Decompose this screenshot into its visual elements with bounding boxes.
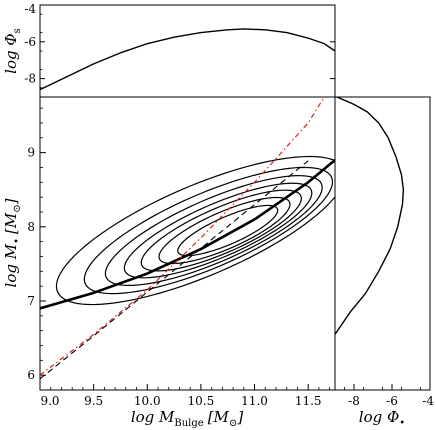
main-ytick-label: 8 [27, 220, 35, 234]
main-ytick-label: 6 [27, 368, 35, 382]
main-xtick-label: 11.0 [241, 394, 268, 408]
main-xtick-label: 10.0 [134, 394, 161, 408]
right-xlabel: log Φ• [359, 408, 405, 429]
main-panel-plot [40, 97, 335, 380]
right-xtick-label: -6 [386, 394, 398, 408]
contour-6 [55, 155, 335, 306]
top-panel-frame [39, 4, 336, 98]
contour-4 [104, 175, 323, 286]
contour-3 [123, 182, 313, 279]
main-ylabel: log M•[M⊙] [2, 198, 23, 287]
right-xtick-label: -4 [422, 394, 434, 408]
top-panel-ticks: -4 -6 -8 [24, 2, 335, 89]
main-xtick-label: 11.5 [295, 394, 322, 408]
top-marginal-curve-0 [40, 28, 335, 91]
top-ytick-label: -4 [24, 2, 36, 16]
contour-0 [177, 204, 279, 257]
right-xtick-label: -8 [348, 394, 360, 408]
top-ylabel: log Φs [2, 28, 23, 74]
main-panel-frame [39, 96, 336, 391]
main-xtick-label: 9.5 [84, 394, 103, 408]
top-ytick-label: -6 [24, 35, 36, 49]
main-ytick-label: 7 [27, 294, 35, 308]
main-xlabel: log MBulge [M⊙] [131, 408, 243, 429]
contour-5 [83, 166, 334, 295]
contour-2 [140, 189, 302, 272]
main-line-solid-thick [40, 159, 335, 310]
right-panel-ticks: -8 -6 -4 [344, 384, 434, 408]
top-ytick-label: -8 [24, 72, 36, 86]
main-line-dash-dot-red [40, 97, 325, 376]
contour-1 [158, 196, 291, 265]
main-panel-ticks: 9.0 9.5 10.0 10.5 11.0 11.5 6 7 8 9 [27, 107, 331, 408]
right-panel-frame [334, 96, 431, 391]
main-xtick-label: 9.0 [40, 394, 59, 408]
main-line-dashed [40, 160, 309, 380]
right-panel-plot [335, 97, 405, 335]
main-xtick-label: 10.5 [188, 394, 215, 408]
right-marginal-curve-0 [335, 97, 405, 335]
main-ytick-label: 9 [27, 146, 35, 160]
top-panel-plot [40, 28, 335, 91]
